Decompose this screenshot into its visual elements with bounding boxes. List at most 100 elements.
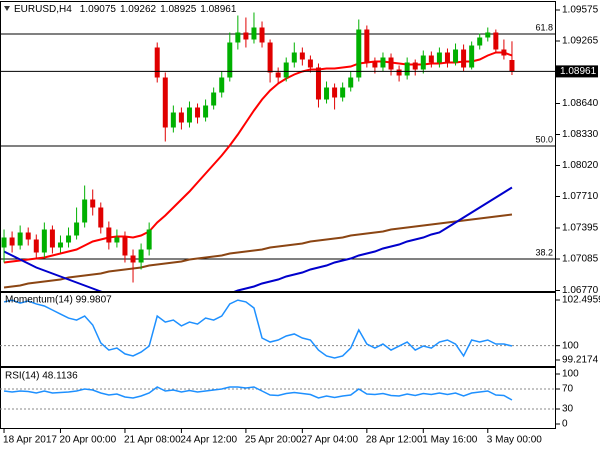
current-price-box — [556, 65, 598, 78]
candle-body — [106, 227, 112, 243]
candle-body — [25, 232, 31, 240]
candle-body — [146, 229, 152, 250]
candle-body — [138, 249, 144, 263]
x-tick-label: 1 May 16:00 — [422, 435, 477, 446]
candle-body — [122, 237, 128, 256]
symbol-title: EURUSD,H4 — [14, 4, 72, 15]
candle-body — [477, 37, 483, 46]
candle-body — [114, 237, 120, 243]
candle-body — [364, 29, 370, 63]
y-tick-label: 1.08330 — [562, 129, 599, 140]
main-plot — [0, 12, 556, 291]
y-tick-label: 99.2174 — [562, 355, 599, 366]
candle-body — [259, 27, 265, 43]
y-tick-label: 1.08020 — [562, 160, 599, 171]
x-tick-label: 25 Apr 20:00 — [245, 435, 302, 446]
candle-body — [41, 229, 47, 253]
candle-body — [186, 107, 192, 123]
candle-body — [82, 199, 88, 223]
candle-body — [493, 32, 499, 50]
header-low: 1.08925 — [160, 4, 197, 15]
candle-body — [219, 77, 225, 93]
moving-average — [3, 186, 513, 291]
candle-body — [356, 29, 362, 78]
candle-body — [444, 52, 450, 63]
fib-label: 61.8 — [535, 22, 553, 32]
indicator-line — [3, 386, 513, 401]
candle-body — [9, 237, 15, 246]
candle-body — [227, 42, 233, 78]
y-tick-label: 1.07710 — [562, 191, 599, 202]
y-tick-label: 100 — [562, 369, 579, 380]
candle-body — [388, 57, 394, 70]
candle-body — [340, 87, 346, 98]
candle-body — [1, 237, 7, 248]
candle-body — [412, 62, 418, 70]
candle-body — [251, 27, 257, 40]
momentum-panel-frame — [0, 292, 556, 367]
candle-body — [348, 77, 354, 88]
candle-body — [33, 239, 39, 253]
header-open: 1.09075 — [80, 4, 117, 15]
candle-body — [170, 112, 176, 128]
current-price-label: 1.08961 — [560, 66, 597, 77]
candle-body — [291, 52, 297, 63]
candle-body — [267, 42, 273, 73]
fib-label: 50.0 — [535, 134, 553, 144]
candle-body — [324, 87, 330, 100]
momentum-title: Momentum(14) 99.9807 — [5, 295, 112, 306]
x-tick-label: 24 Apr 12:00 — [180, 435, 237, 446]
candle-body — [235, 32, 241, 43]
candle-body — [332, 87, 338, 98]
candle-body — [307, 59, 313, 68]
candle-body — [90, 199, 96, 208]
candle-body — [49, 229, 55, 248]
header-high: 1.09262 — [120, 4, 157, 15]
y-tick-label: 102.4959 — [562, 295, 600, 306]
candle-body — [436, 52, 442, 63]
y-tick-label: 1.07085 — [562, 254, 599, 265]
candle-body — [428, 55, 434, 63]
candle-body — [57, 242, 63, 248]
candle-body — [380, 57, 386, 68]
candle-body — [195, 107, 201, 118]
x-tick-label: 21 Apr 08:00 — [124, 435, 181, 446]
x-tick-label: 20 Apr 00:00 — [59, 435, 116, 446]
candle-body — [211, 92, 217, 106]
candle-body — [243, 32, 249, 40]
candle-body — [275, 72, 281, 78]
rsi-title: RSI(14) 48.1136 — [5, 371, 78, 382]
candle-body — [162, 77, 168, 128]
momentum-plot — [0, 299, 556, 359]
candle-body — [509, 60, 515, 72]
fib-label: 38.2 — [535, 247, 553, 257]
candle-body — [283, 62, 289, 78]
x-tick-label: 3 May 00:00 — [487, 435, 542, 446]
moving-average — [3, 51, 513, 264]
candle-body — [501, 49, 507, 56]
y-tick-label: 1.06770 — [562, 285, 599, 296]
candle-body — [372, 62, 378, 68]
candle-body — [404, 62, 410, 76]
candle-body — [17, 232, 23, 246]
candle-body — [74, 222, 80, 236]
candle-body — [315, 67, 321, 100]
y-tick-label: 1.09575 — [562, 5, 599, 16]
x-tick-label: 18 Apr 2017 — [3, 435, 57, 446]
candle-body — [396, 69, 402, 76]
chart-header: EURUSD,H4 1.09075 1.09262 1.08925 1.08961 — [14, 4, 237, 15]
y-tick-label: 100 — [562, 340, 579, 351]
x-tick-label: 28 Apr 12:00 — [366, 435, 423, 446]
x-tick-label: 27 Apr 04:00 — [301, 435, 358, 446]
axes: 1.09575 1.09265 1.08640 1.08330 1.08020 1.077… — [3, 5, 600, 446]
y-tick-label: 70 — [562, 384, 574, 395]
y-tick-label: 1.07395 — [562, 223, 599, 234]
rsi-panel-frame — [0, 367, 556, 429]
candle-body — [485, 32, 491, 38]
candle-body — [66, 235, 72, 243]
candle-body — [469, 45, 475, 68]
candle-body — [453, 49, 459, 63]
candle-body — [154, 47, 160, 78]
